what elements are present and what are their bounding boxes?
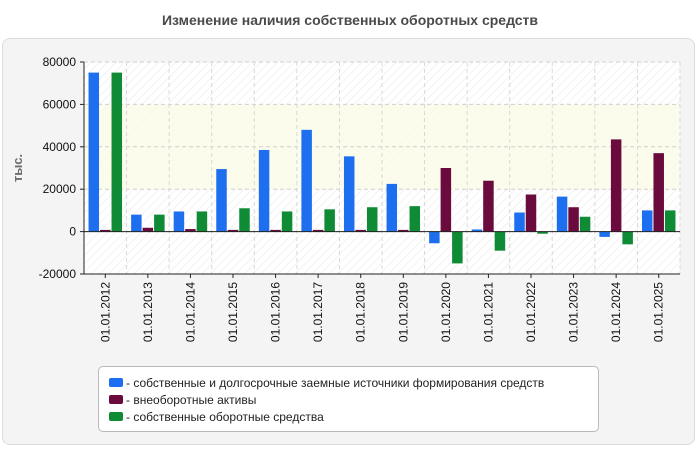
y-tick-label: 40000 [43, 140, 77, 154]
x-tick-label: 01.01.2025 [652, 282, 666, 342]
x-tick-label: 01.01.2017 [311, 282, 325, 342]
y-tick-label: 80000 [43, 55, 77, 69]
x-tick-label: 01.01.2013 [141, 282, 155, 342]
legend-label: внеоборотные активы [133, 392, 257, 407]
x-tick-label: 01.01.2022 [524, 282, 538, 342]
axes [80, 61, 680, 278]
bar [610, 139, 622, 232]
bars [88, 72, 676, 264]
bar [324, 209, 335, 232]
x-tick-label: 01.01.2019 [396, 282, 410, 342]
bar [111, 72, 123, 232]
x-tick-label: 01.01.2021 [481, 282, 495, 342]
bar [258, 149, 270, 232]
bar [227, 229, 239, 232]
y-axis-label: тыс. [10, 154, 25, 182]
legend-item-working-capital: - собственные оборотные средства [109, 408, 588, 425]
legend-label: собственные оборотные средства [133, 409, 324, 424]
bar [216, 169, 227, 232]
x-tick-label: 01.01.2020 [439, 282, 453, 342]
bar [398, 229, 409, 232]
x-tick-label: 01.01.2012 [98, 282, 112, 342]
chart-title: Изменение наличия собственных оборотных … [161, 12, 539, 28]
x-tick-label: 01.01.2024 [609, 282, 623, 342]
bar [556, 196, 568, 232]
bar [452, 231, 463, 264]
x-tick-label: 01.01.2014 [183, 282, 197, 342]
bar [537, 231, 548, 234]
legend-swatch [109, 395, 123, 404]
x-tick-labels: 01.01.2012 01.01.2013 01.01.2014 01.01.2015… [98, 282, 665, 342]
bar [154, 214, 165, 232]
bar [483, 180, 494, 232]
bar [312, 229, 324, 232]
bar [196, 211, 208, 232]
bar [599, 231, 610, 237]
y-tick-label: -20000 [39, 267, 77, 281]
legend-swatch [109, 412, 123, 421]
legend: - собственные и долгосрочные заемные ист… [98, 366, 599, 432]
bar [471, 229, 483, 232]
bar [409, 206, 421, 232]
y-tick-labels: 80000 60000 40000 20000 0 -20000 [39, 55, 77, 281]
x-tick-label: 01.01.2023 [567, 282, 581, 342]
bar [173, 211, 185, 232]
bar [88, 72, 100, 232]
bar [270, 229, 281, 232]
bar [239, 208, 250, 232]
x-tick-label: 01.01.2015 [226, 282, 240, 342]
bar [185, 229, 196, 232]
bar [494, 231, 506, 251]
bar [355, 229, 366, 232]
bar [525, 194, 537, 232]
bar [664, 210, 676, 232]
legend-label: собственные и долгосрочные заемные источ… [133, 375, 545, 390]
legend-swatch [109, 378, 123, 387]
bar [366, 207, 378, 232]
bar [641, 210, 653, 232]
bar [514, 212, 525, 232]
bar [281, 211, 293, 232]
legend-item-sources: - собственные и долгосрочные заемные ист… [109, 374, 588, 391]
bar [579, 216, 591, 232]
y-tick-label: 20000 [43, 182, 77, 196]
bar [653, 153, 664, 232]
y-tick-label: 60000 [43, 97, 77, 111]
legend-item-noncurrent-assets: - внеоборотные активы [109, 391, 588, 408]
bar [343, 156, 355, 232]
bar [568, 207, 579, 232]
x-tick-label: 01.01.2016 [269, 282, 283, 342]
bar [622, 231, 633, 245]
bar [100, 229, 111, 232]
bar [386, 183, 398, 232]
x-tick-label: 01.01.2018 [354, 282, 368, 342]
bar [131, 214, 142, 232]
bar [301, 129, 312, 232]
bar [142, 227, 154, 232]
bar [429, 231, 440, 244]
bar [440, 168, 452, 232]
y-tick-label: 0 [69, 225, 76, 239]
